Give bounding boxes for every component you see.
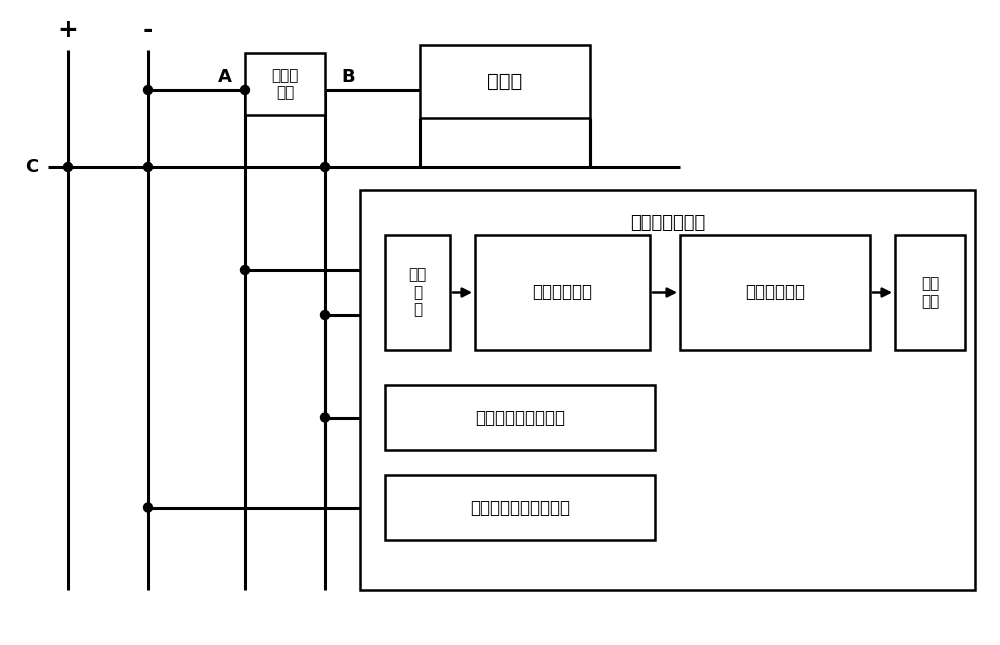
Circle shape: [64, 163, 72, 172]
Circle shape: [320, 310, 330, 319]
Circle shape: [240, 266, 250, 275]
Text: 直流输出电压检测电路: 直流输出电压检测电路: [470, 499, 570, 517]
Text: 熔丝断检测电路: 熔丝断检测电路: [630, 214, 705, 232]
Circle shape: [240, 86, 250, 95]
Text: B: B: [341, 68, 355, 86]
Text: 接口
电
路: 接口 电 路: [408, 268, 427, 317]
Text: 蓄电池电压检测电路: 蓄电池电压检测电路: [475, 408, 565, 426]
Circle shape: [320, 413, 330, 422]
Bar: [385, 235, 450, 350]
Text: +: +: [58, 18, 78, 42]
Text: 差分放大电路: 差分放大电路: [532, 284, 592, 301]
Bar: [360, 190, 975, 590]
Text: C: C: [25, 158, 39, 176]
Bar: [385, 385, 655, 450]
Text: 信号判别电路: 信号判别电路: [745, 284, 805, 301]
Circle shape: [144, 503, 152, 512]
Circle shape: [144, 163, 152, 172]
Text: 蓄电池: 蓄电池: [487, 72, 523, 91]
Text: -: -: [143, 18, 153, 42]
Circle shape: [144, 86, 152, 95]
Bar: [245, 53, 325, 115]
Text: A: A: [218, 68, 232, 86]
Circle shape: [320, 163, 330, 172]
Text: 处理
输出: 处理 输出: [921, 276, 939, 309]
Bar: [385, 475, 655, 540]
Bar: [420, 45, 590, 118]
Bar: [475, 235, 650, 350]
Text: 过流保
护器: 过流保 护器: [271, 68, 299, 100]
Bar: [895, 235, 965, 350]
Bar: [680, 235, 870, 350]
